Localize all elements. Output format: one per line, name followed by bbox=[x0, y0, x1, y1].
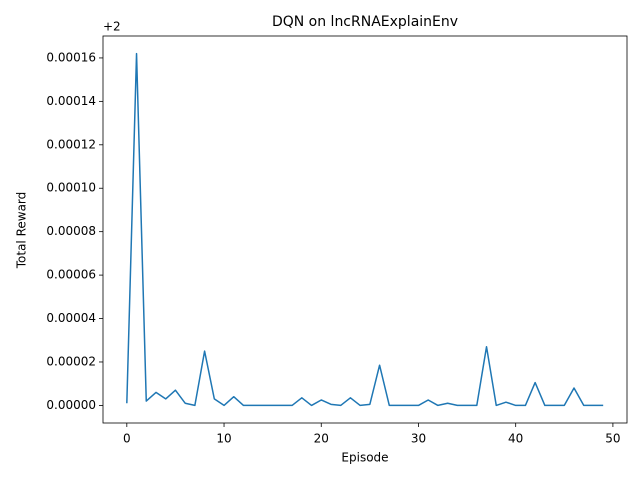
x-tick-label: 50 bbox=[605, 432, 620, 446]
y-tick-label: 0.00008 bbox=[46, 224, 96, 238]
y-tick-label: 0.00012 bbox=[46, 137, 96, 151]
y-offset-label: +2 bbox=[103, 20, 121, 34]
x-tick-label: 0 bbox=[123, 432, 131, 446]
plot-frame bbox=[102, 35, 628, 424]
x-axis-label: Episode bbox=[341, 451, 388, 465]
x-tick-label: 30 bbox=[411, 432, 426, 446]
x-tick-label: 20 bbox=[314, 432, 329, 446]
y-tick-label: 0.00000 bbox=[46, 398, 96, 412]
y-tick-label: 0.00002 bbox=[46, 354, 96, 368]
y-tick-label: 0.00006 bbox=[46, 268, 96, 282]
y-tick-label: 0.00010 bbox=[46, 181, 96, 195]
y-axis-label: Total Reward bbox=[15, 192, 29, 270]
y-tick-label: 0.00014 bbox=[46, 94, 96, 108]
x-tick-label: 40 bbox=[508, 432, 523, 446]
y-tick-label: 0.00016 bbox=[46, 50, 96, 64]
chart-title: DQN on lncRNAExplainEnv bbox=[272, 14, 458, 30]
x-tick-label: 10 bbox=[216, 432, 231, 446]
data-line bbox=[126, 52, 604, 407]
y-tick-label: 0.00004 bbox=[46, 311, 96, 325]
